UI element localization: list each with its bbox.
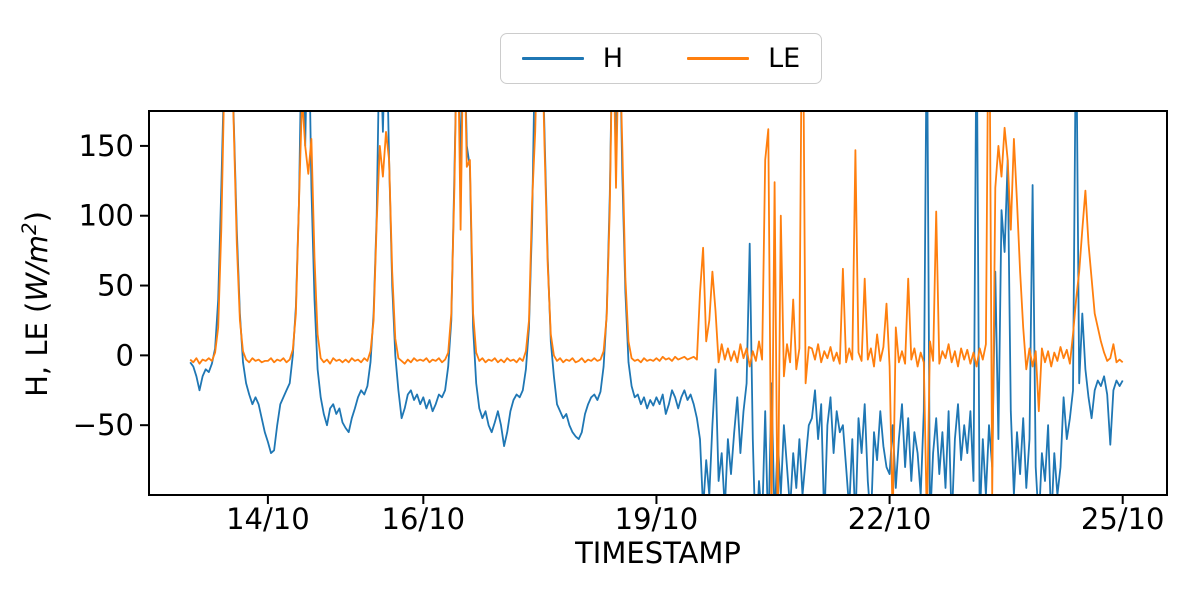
y-tick-label: −50 xyxy=(73,408,134,442)
axes-spines xyxy=(148,110,1168,496)
x-tick-label: 25/10 xyxy=(1081,502,1165,536)
y-tick-label: 50 xyxy=(97,269,134,303)
y-tick-label: 150 xyxy=(79,129,134,163)
x-tick-label: 19/10 xyxy=(615,502,699,536)
le-series-label: LE xyxy=(768,43,801,74)
h-series-label: H xyxy=(602,43,624,74)
series-line-h xyxy=(189,111,1124,495)
y-axis-title-suffix: ) xyxy=(19,211,54,223)
legend: H LE xyxy=(500,33,822,84)
series-line-le xyxy=(189,111,1124,495)
y-tick-label: 0 xyxy=(116,338,134,372)
y-axis-title: H, LE (W/m2) xyxy=(18,211,54,397)
h-series-swatch xyxy=(521,56,584,61)
y-axis-title-prefix: H, LE ( xyxy=(19,301,54,397)
le-series-swatch xyxy=(687,56,750,61)
y-axis-title-units: W/m xyxy=(19,234,54,302)
x-axis-title: TIMESTAMP xyxy=(575,536,741,570)
legend-entry-le: LE xyxy=(687,45,800,72)
y-tick-label: 100 xyxy=(79,199,134,233)
x-tick-label: 16/10 xyxy=(382,502,466,536)
y-axis-title-exponent: 2 xyxy=(18,222,42,235)
x-tick-label: 14/10 xyxy=(226,502,310,536)
x-tick-label: 22/10 xyxy=(848,502,932,536)
legend-entry-h: H xyxy=(521,43,624,74)
